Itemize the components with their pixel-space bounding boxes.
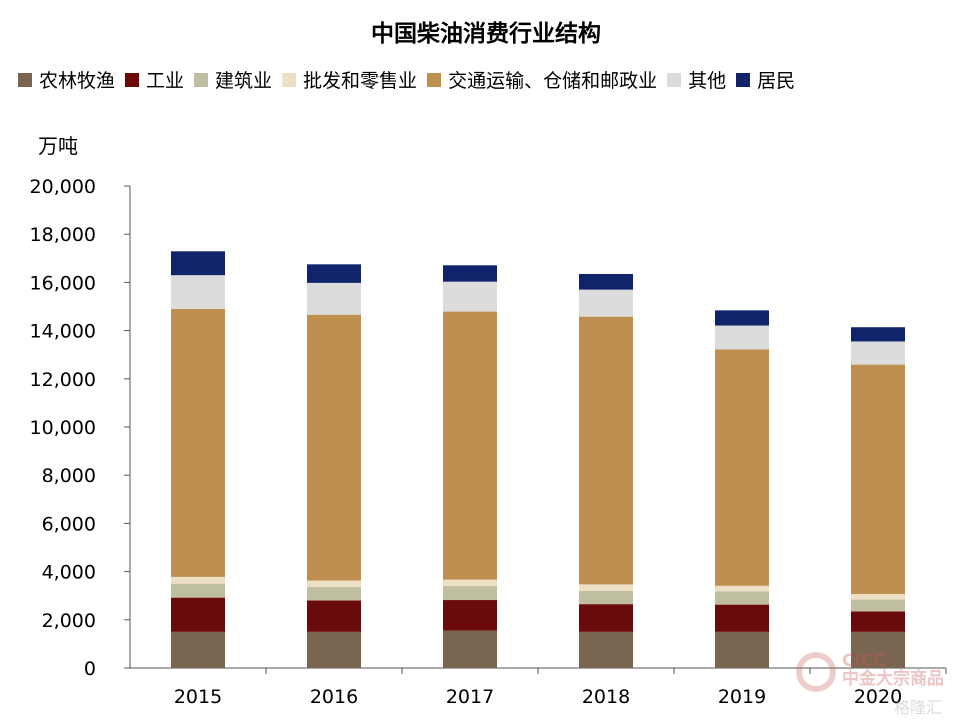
x-tick-label: 2016 — [310, 686, 358, 708]
chart-title: 中国柴油消费行业结构 — [371, 21, 601, 47]
legend-swatch — [194, 72, 209, 87]
bar-2020-series-2 — [851, 599, 905, 612]
watermark-brand: CICC 中金大宗商品 — [842, 651, 944, 689]
x-tick-label: 2017 — [446, 686, 494, 708]
legend-swatch — [427, 72, 442, 87]
bar-2017-series-1 — [443, 600, 497, 631]
y-tick-label: 4,000 — [42, 562, 96, 584]
bar-2019-series-4 — [715, 349, 769, 586]
cicc-logo-icon — [796, 652, 836, 692]
y-tick-label: 2,000 — [42, 610, 96, 632]
y-tick-label: 6,000 — [42, 513, 96, 535]
watermark: CICC 中金大宗商品 格隆汇 — [796, 650, 966, 718]
bar-2017-series-4 — [443, 311, 497, 580]
y-axis-unit-label: 万吨 — [38, 134, 78, 158]
bar-2017-series-5 — [443, 281, 497, 312]
bar-2020-series-3 — [851, 594, 905, 600]
bar-2016-series-2 — [307, 587, 361, 601]
legend-item-6: 居民 — [736, 66, 795, 93]
bar-2018-series-4 — [579, 316, 633, 585]
bar-2015-series-1 — [171, 597, 225, 632]
bar-2015-series-4 — [171, 308, 225, 577]
legend-label: 农林牧渔 — [39, 70, 116, 92]
legend-label: 建筑业 — [215, 70, 273, 92]
watermark-site: 格隆汇 — [894, 698, 943, 717]
legend-item-2: 建筑业 — [194, 66, 272, 93]
bar-2019-series-2 — [715, 591, 769, 605]
legend-label: 批发和零售业 — [303, 70, 418, 92]
legend-swatch — [18, 72, 32, 87]
bar-2018-series-6 — [579, 273, 633, 290]
y-tick-label: 12,000 — [30, 369, 96, 391]
legend-label: 居民 — [757, 70, 796, 92]
bar-2016-series-6 — [307, 264, 361, 283]
legend-item-5: 其他 — [667, 66, 726, 93]
y-tick-label: 0 — [84, 658, 96, 680]
bar-2020-series-1 — [851, 611, 905, 632]
bar-2015-series-3 — [171, 576, 225, 584]
y-tick-label: 10,000 — [30, 417, 96, 439]
bar-2015-series-2 — [171, 583, 225, 598]
bar-2020-series-6 — [851, 327, 905, 342]
x-tick-label: 2018 — [582, 686, 630, 708]
bar-2017-series-2 — [443, 586, 497, 601]
bar-2018-series-0 — [579, 631, 633, 668]
x-tick-label: 2015 — [174, 686, 222, 708]
bar-2018-series-2 — [579, 590, 633, 605]
bar-2015-series-6 — [171, 251, 225, 276]
bar-2015-series-5 — [171, 275, 225, 309]
y-tick-label: 14,000 — [30, 321, 96, 343]
bar-2019-series-5 — [715, 325, 769, 350]
legend-item-1: 工业 — [125, 66, 184, 93]
bar-2016-series-0 — [307, 631, 361, 668]
bar-2020-series-5 — [851, 341, 905, 365]
bar-2018-series-1 — [579, 604, 633, 632]
bar-2019-series-0 — [715, 631, 769, 668]
y-tick-label: 16,000 — [30, 272, 96, 294]
legend-label: 交通运输、仓储和邮政业 — [448, 70, 658, 92]
legend-swatch — [125, 72, 140, 87]
bar-2016-series-3 — [307, 580, 361, 588]
bar-2017-series-3 — [443, 579, 497, 587]
x-tick-label: 2019 — [718, 686, 766, 708]
bar-2015-series-0 — [171, 631, 225, 668]
bar-2020-series-4 — [851, 364, 905, 595]
bar-2017-series-6 — [443, 265, 497, 282]
y-tick-label: 18,000 — [30, 224, 96, 246]
bar-2019-series-6 — [715, 310, 769, 326]
y-tick-label: 8,000 — [42, 465, 96, 487]
y-tick-label: 20,000 — [30, 176, 96, 198]
legend-label: 工业 — [146, 70, 185, 92]
legend-item-4: 交通运输、仓储和邮政业 — [427, 66, 657, 93]
legend-swatch — [736, 72, 751, 87]
legend-swatch — [667, 72, 682, 87]
bar-2016-series-1 — [307, 600, 361, 632]
legend-item-0: 农林牧渔 — [18, 66, 115, 93]
bar-2017-series-0 — [443, 630, 497, 668]
bar-2020-series-0 — [851, 631, 905, 668]
bar-2016-series-5 — [307, 282, 361, 315]
bar-2016-series-4 — [307, 314, 361, 581]
bar-2019-series-3 — [715, 585, 769, 592]
legend-swatch — [282, 72, 297, 87]
x-tick-label: 2020 — [854, 686, 902, 708]
bar-2019-series-1 — [715, 604, 769, 632]
chart-legend: 农林牧渔 工业 建筑业 批发和零售业 交通运输、仓储和邮政业 其他 居民 — [18, 66, 958, 93]
bar-2018-series-5 — [579, 289, 633, 317]
bar-2018-series-3 — [579, 584, 633, 591]
legend-label: 其他 — [688, 70, 727, 92]
legend-item-3: 批发和零售业 — [282, 66, 417, 93]
